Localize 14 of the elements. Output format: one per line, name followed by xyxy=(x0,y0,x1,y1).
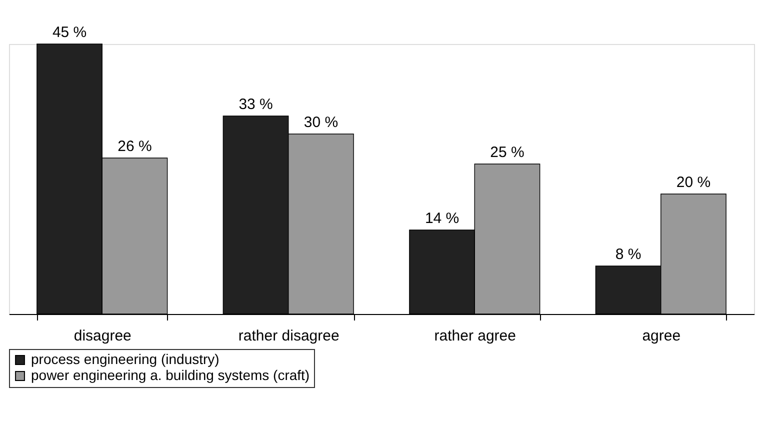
x-tick-label: rather disagree xyxy=(238,328,340,344)
data-label: 25 % xyxy=(490,144,524,161)
data-label: 26 % xyxy=(118,138,152,155)
data-label: 14 % xyxy=(424,210,460,227)
data-label: 45 % xyxy=(52,24,87,41)
data-label: 30 % xyxy=(304,114,338,131)
data-label: 33 % xyxy=(238,96,273,113)
data-label: 8 % xyxy=(615,246,642,263)
legend-label: process engineering (industry) xyxy=(31,351,220,367)
legend-label: power engineering a. building systems (craft) xyxy=(31,367,310,383)
x-tick-label: rather agree xyxy=(434,328,516,344)
x-tick-label: disagree xyxy=(74,328,132,344)
x-tick-label: agree xyxy=(642,328,681,344)
data-label: 20 % xyxy=(676,174,711,191)
